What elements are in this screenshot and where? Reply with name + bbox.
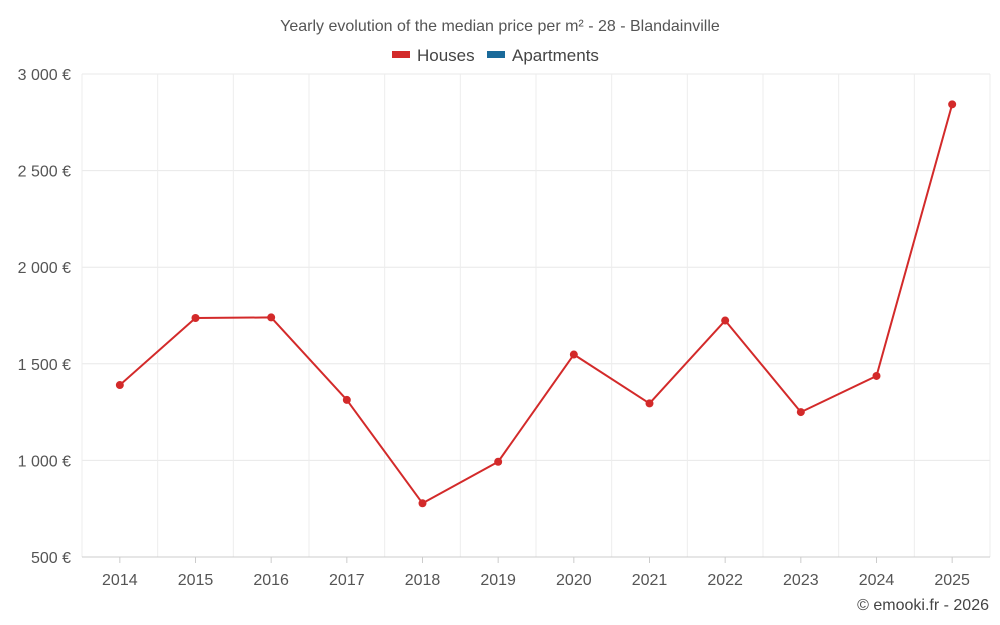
x-tick-label: 2024 <box>859 572 895 589</box>
y-tick-label: 1 000 € <box>18 453 71 470</box>
x-tick-label: 2014 <box>102 572 138 589</box>
x-axis-ticks: 2014 2015 2016 2017 2018 2019 2020 2021 2022 2023… <box>102 572 970 589</box>
data-point-houses[interactable] <box>721 316 730 325</box>
data-point-houses[interactable] <box>948 100 957 109</box>
data-point-houses[interactable] <box>796 408 805 417</box>
data-point-houses[interactable] <box>191 314 200 323</box>
series-group <box>115 100 957 508</box>
data-point-houses[interactable] <box>872 371 881 380</box>
x-tick-label: 2020 <box>556 572 592 589</box>
series-line-houses <box>119 104 954 505</box>
legend-swatch-apartments <box>487 51 505 58</box>
legend-label-apartments[interactable]: Apartments <box>512 46 599 65</box>
y-tick-label: 2 000 € <box>18 260 71 277</box>
y-axis-ticks: 500 € 1 000 € 1 500 € 2 000 € 2 500 € 3 000 € <box>18 67 71 567</box>
x-tick-label: 2019 <box>480 572 516 589</box>
y-tick-label: 1 500 € <box>18 357 71 374</box>
data-point-houses[interactable] <box>342 395 351 404</box>
chart-title: Yearly evolution of the median price per… <box>280 18 720 35</box>
data-point-houses[interactable] <box>418 499 427 508</box>
x-tick-label: 2021 <box>632 572 668 589</box>
legend-swatch-houses <box>392 51 410 58</box>
legend: Houses Apartments <box>392 46 599 65</box>
legend-label-houses[interactable]: Houses <box>417 46 475 65</box>
x-tick-label: 2017 <box>329 572 365 589</box>
grid <box>81 73 991 558</box>
x-tick-label: 2016 <box>253 572 289 589</box>
x-tick-label: 2022 <box>707 572 743 589</box>
x-tick-label: 2023 <box>783 572 819 589</box>
data-point-houses[interactable] <box>115 381 124 390</box>
data-point-houses[interactable] <box>494 457 503 466</box>
data-point-houses[interactable] <box>569 350 578 359</box>
x-tick-label: 2015 <box>178 572 214 589</box>
x-tick-label: 2025 <box>934 572 970 589</box>
x-tick-label: 2018 <box>405 572 441 589</box>
axes <box>82 556 990 563</box>
y-tick-label: 3 000 € <box>18 67 71 84</box>
y-tick-label: 2 500 € <box>18 164 71 181</box>
credit-text: © emooki.fr - 2026 <box>857 597 989 614</box>
data-point-houses[interactable] <box>267 313 276 322</box>
y-tick-label: 500 € <box>31 550 71 567</box>
data-point-houses[interactable] <box>645 399 654 408</box>
